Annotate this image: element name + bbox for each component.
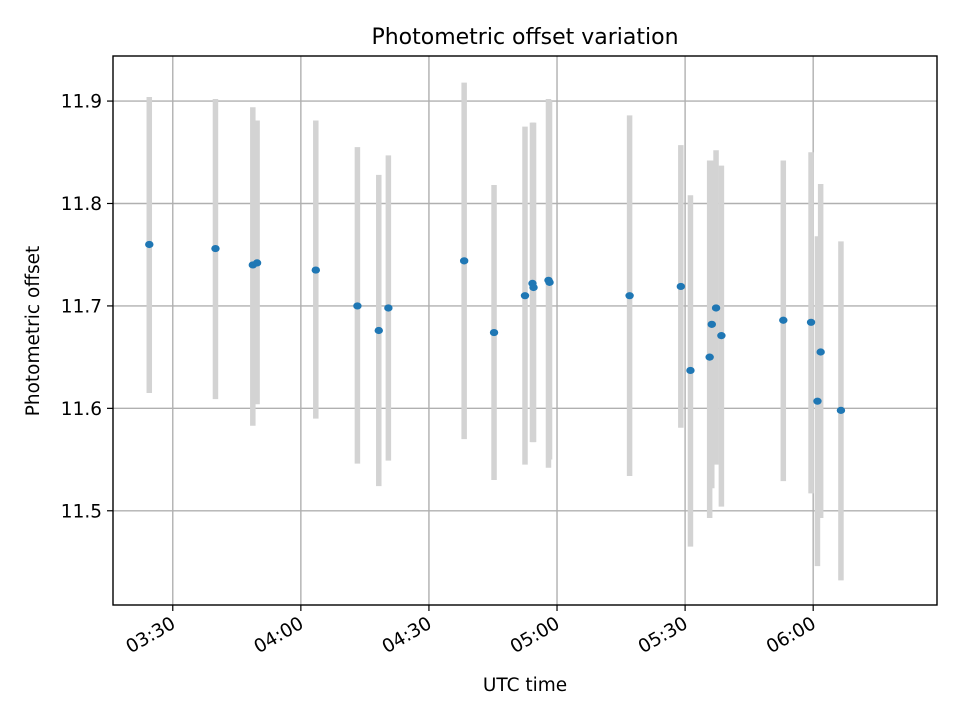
data-point — [711, 304, 721, 312]
data-point — [705, 353, 714, 361]
data-point — [374, 326, 383, 335]
data-point — [211, 244, 220, 253]
x-tick-label: 04:00 — [251, 613, 308, 658]
data-point — [779, 316, 788, 324]
data-point — [813, 397, 822, 405]
data-point — [545, 278, 554, 286]
data-point — [806, 318, 816, 326]
data-point — [676, 282, 686, 291]
data-point — [816, 348, 825, 356]
x-axis-ticks: 03:30 04:00 04:30 05:00 05:30 06:00 — [123, 605, 820, 658]
data-point — [707, 320, 716, 328]
x-axis-label: UTC time — [483, 675, 567, 696]
y-tick-label: 11.9 — [61, 92, 102, 113]
data-point — [836, 406, 846, 414]
x-tick-label: 06:00 — [763, 613, 820, 658]
data-point — [252, 259, 262, 267]
y-tick-label: 11.7 — [61, 296, 102, 317]
data-point — [311, 266, 320, 274]
chart-title: Photometric offset variation — [371, 25, 678, 50]
x-tick-label: 04:30 — [379, 613, 436, 658]
x-tick-label: 05:00 — [507, 613, 564, 658]
data-point — [529, 283, 538, 292]
x-tick-label: 03:30 — [123, 613, 180, 658]
data-point — [625, 292, 634, 300]
data-points — [145, 240, 846, 414]
y-axis-label: Photometric offset — [23, 246, 44, 417]
y-tick-label: 11.8 — [61, 194, 102, 215]
y-tick-label: 11.6 — [61, 399, 102, 420]
data-point — [145, 240, 154, 249]
data-point — [353, 302, 362, 310]
data-point — [686, 366, 695, 375]
data-point — [489, 328, 499, 337]
y-axis-ticks: 11.5 11.6 11.7 11.8 11.9 — [61, 92, 113, 522]
data-point — [520, 292, 530, 300]
y-tick-label: 11.5 — [61, 501, 102, 522]
x-tick-label: 05:30 — [635, 613, 692, 658]
plot-frame — [112, 55, 938, 606]
data-point — [459, 257, 469, 265]
data-point — [384, 304, 393, 312]
data-point — [717, 332, 726, 340]
